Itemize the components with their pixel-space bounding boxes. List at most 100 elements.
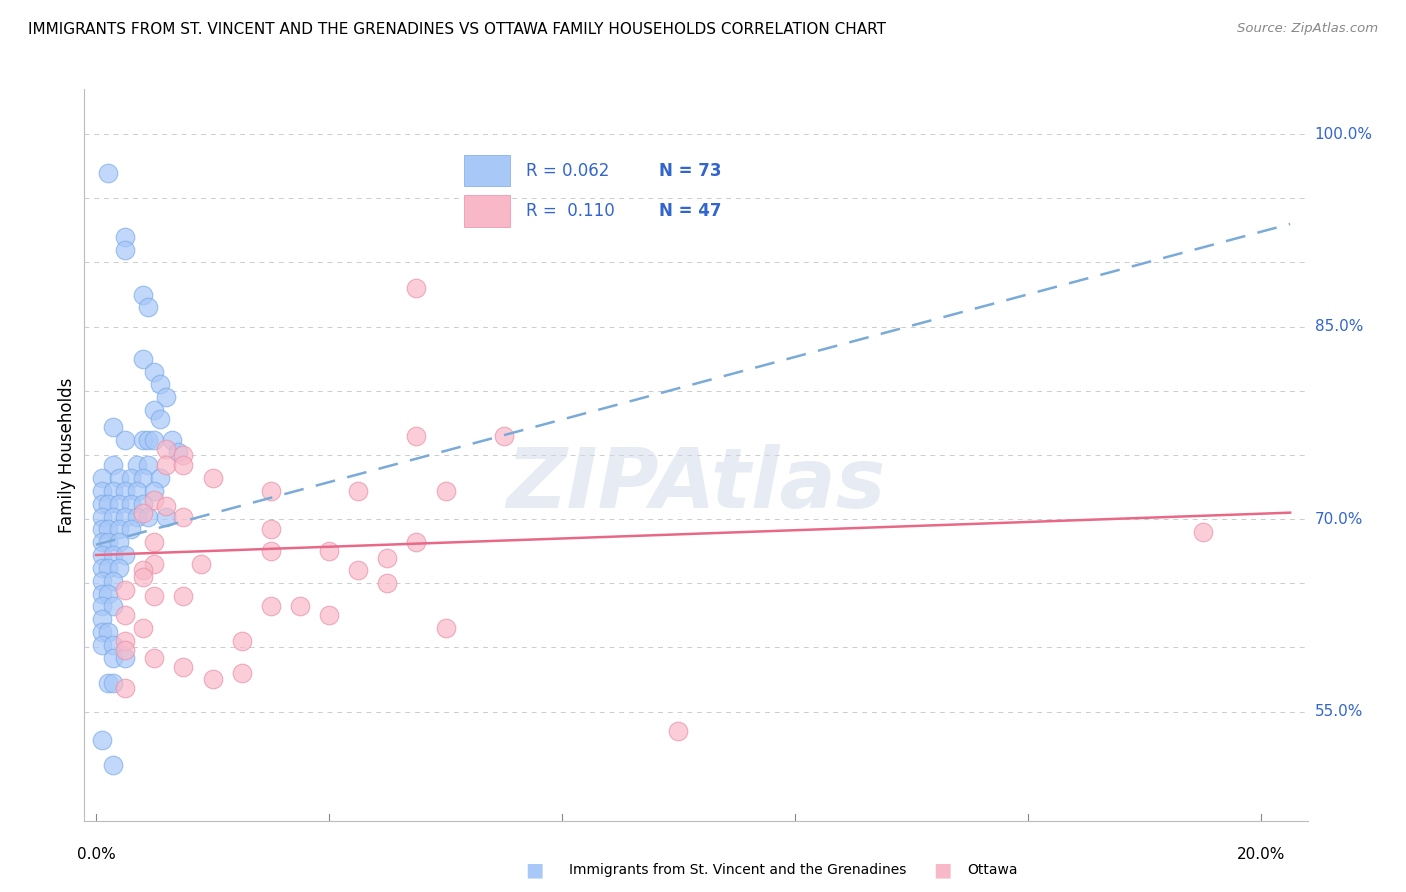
- Text: Ottawa: Ottawa: [967, 863, 1018, 877]
- Point: [90, 574, 112, 588]
- Text: 0.0%: 0.0%: [77, 847, 115, 863]
- Point: [103, 758, 125, 772]
- Point: [172, 448, 194, 462]
- Point: [347, 563, 370, 577]
- Point: [668, 723, 690, 738]
- Point: [114, 509, 136, 524]
- Point: [114, 643, 136, 657]
- Point: [120, 471, 142, 485]
- Point: [143, 535, 166, 549]
- Point: [318, 544, 340, 558]
- Point: [90, 483, 112, 498]
- Y-axis label: Family Households: Family Households: [58, 377, 76, 533]
- Point: [125, 509, 148, 524]
- Point: [131, 497, 153, 511]
- Point: [172, 509, 194, 524]
- Point: [131, 471, 153, 485]
- Point: [125, 483, 148, 498]
- Point: [143, 557, 166, 571]
- Point: [97, 522, 120, 536]
- Text: 70.0%: 70.0%: [1315, 512, 1362, 526]
- Point: [97, 535, 120, 549]
- Point: [260, 522, 283, 536]
- Point: [97, 586, 120, 600]
- Point: [114, 608, 136, 623]
- Point: [143, 492, 166, 507]
- Point: [114, 229, 136, 244]
- Point: [114, 634, 136, 648]
- Text: 85.0%: 85.0%: [1315, 319, 1362, 334]
- Point: [103, 458, 125, 473]
- Point: [125, 458, 148, 473]
- Point: [114, 681, 136, 696]
- Point: [97, 625, 120, 640]
- Point: [90, 561, 112, 575]
- Text: 100.0%: 100.0%: [1315, 127, 1372, 142]
- Point: [120, 522, 142, 536]
- Point: [138, 301, 160, 315]
- Point: [114, 582, 136, 597]
- Point: [138, 458, 160, 473]
- Point: [149, 471, 172, 485]
- Point: [166, 445, 188, 459]
- Point: [260, 483, 283, 498]
- Point: [114, 433, 136, 447]
- Point: [103, 676, 125, 690]
- Point: [90, 732, 112, 747]
- Point: [131, 351, 153, 366]
- Text: ZIPAtlas: ZIPAtlas: [506, 443, 886, 524]
- Point: [108, 497, 131, 511]
- Point: [90, 586, 112, 600]
- Point: [172, 589, 194, 603]
- Point: [114, 650, 136, 665]
- Point: [120, 497, 142, 511]
- Text: IMMIGRANTS FROM ST. VINCENT AND THE GRENADINES VS OTTAWA FAMILY HOUSEHOLDS CORRE: IMMIGRANTS FROM ST. VINCENT AND THE GREN…: [28, 22, 886, 37]
- Point: [108, 561, 131, 575]
- Point: [131, 433, 153, 447]
- Point: [131, 563, 153, 577]
- Point: [434, 621, 457, 635]
- Point: [97, 166, 120, 180]
- Point: [131, 621, 153, 635]
- Point: [143, 364, 166, 378]
- Point: [103, 650, 125, 665]
- Point: [288, 599, 311, 614]
- Point: [97, 676, 120, 690]
- Bar: [464, 195, 510, 227]
- Point: [434, 483, 457, 498]
- Point: [160, 433, 183, 447]
- Point: [143, 403, 166, 417]
- Point: [103, 483, 125, 498]
- Point: [492, 428, 515, 442]
- Point: [108, 535, 131, 549]
- Text: R = 0.062: R = 0.062: [526, 161, 609, 180]
- Point: [231, 634, 253, 648]
- Point: [143, 650, 166, 665]
- Point: [103, 638, 125, 652]
- Point: [143, 589, 166, 603]
- Point: [103, 419, 125, 434]
- Point: [114, 243, 136, 257]
- Point: [114, 548, 136, 562]
- Point: [90, 471, 112, 485]
- Point: [1191, 524, 1213, 539]
- Text: Immigrants from St. Vincent and the Grenadines: Immigrants from St. Vincent and the Gren…: [569, 863, 907, 877]
- Point: [131, 287, 153, 301]
- Text: Source: ZipAtlas.com: Source: ZipAtlas.com: [1237, 22, 1378, 36]
- Point: [260, 544, 283, 558]
- Point: [108, 522, 131, 536]
- Point: [149, 377, 172, 392]
- Point: [149, 412, 172, 426]
- Point: [155, 442, 177, 456]
- Point: [405, 535, 427, 549]
- Point: [103, 509, 125, 524]
- Point: [90, 599, 112, 614]
- Point: [103, 548, 125, 562]
- Point: [201, 673, 224, 687]
- Point: [155, 509, 177, 524]
- Point: [131, 506, 153, 520]
- Text: R =  0.110: R = 0.110: [526, 202, 614, 220]
- Point: [375, 576, 398, 591]
- Text: 55.0%: 55.0%: [1315, 704, 1362, 719]
- Point: [405, 281, 427, 295]
